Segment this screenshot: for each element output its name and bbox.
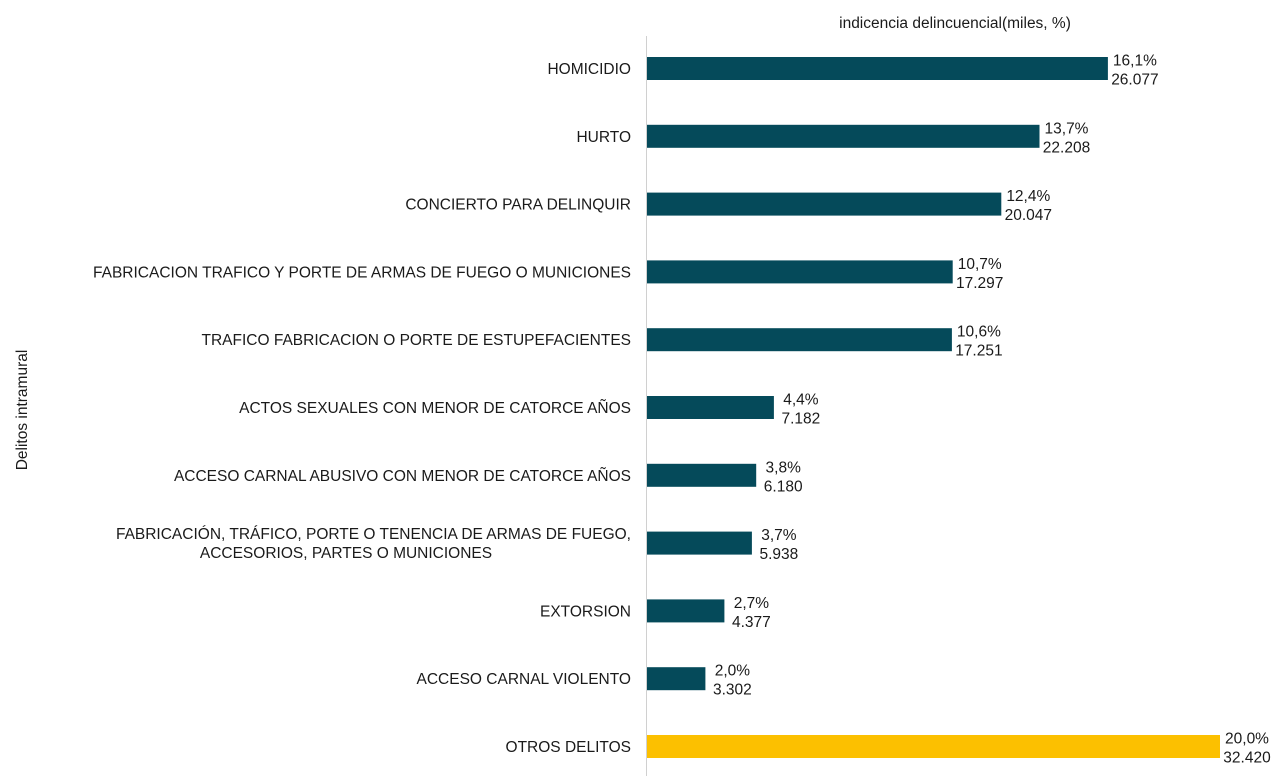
value-label: 17.297 [956, 275, 1003, 292]
value-label: 22.208 [1043, 139, 1090, 156]
category-label-line: ACCESO CARNAL VIOLENTO [417, 671, 631, 688]
percent-label: 10,6% [957, 324, 1001, 341]
category-label-line: FABRICACIÓN, TRÁFICO, PORTE O TENENCIA D… [116, 526, 631, 543]
category-labels: HOMICIDIO HURTO CONCIERTO PARA DELINQUIR FA… [93, 61, 631, 756]
percent-label: 2,7% [734, 595, 770, 612]
category-label-line: TRAFICO FABRICACION O PORTE DE ESTUPEFAC… [202, 332, 631, 349]
value-label: 5.938 [760, 546, 799, 563]
value-label: 6.180 [764, 478, 803, 495]
category-label-line: CONCIERTO PARA DELINQUIR [405, 197, 631, 214]
value-label: 32.420 [1223, 750, 1271, 767]
category-label: OTROS DELITOS [506, 739, 631, 756]
bar [647, 599, 725, 623]
category-label: HOMICIDIO [547, 61, 631, 78]
category-label: ACTOS SEXUALES CON MENOR DE CATORCE AÑOS [239, 400, 631, 417]
category-label-line: ACTOS SEXUALES CON MENOR DE CATORCE AÑOS [239, 400, 631, 417]
category-label-line: FABRICACION TRAFICO Y PORTE DE ARMAS DE … [93, 264, 631, 281]
chart-title: indicencia delincuencial(miles, %) [839, 15, 1071, 32]
bar [647, 124, 1040, 148]
bar [647, 463, 757, 487]
value-label: 7.182 [782, 411, 821, 428]
category-label: FABRICACION TRAFICO Y PORTE DE ARMAS DE … [93, 264, 631, 281]
bar [647, 328, 952, 352]
category-label: CONCIERTO PARA DELINQUIR [405, 197, 631, 214]
percent-label: 13,7% [1045, 120, 1089, 137]
percent-label: 2,0% [715, 663, 751, 680]
bar [647, 192, 1002, 216]
bar [647, 260, 953, 284]
value-label: 17.251 [955, 343, 1002, 360]
bar [647, 396, 774, 419]
y-axis-title: Delitos intramural [14, 350, 31, 471]
percent-label: 20,0% [1225, 731, 1269, 748]
category-label: ACCESO CARNAL ABUSIVO CON MENOR DE CATOR… [174, 468, 631, 485]
category-label-line: ACCESO CARNAL ABUSIVO CON MENOR DE CATOR… [174, 468, 631, 485]
bars-group [647, 57, 1220, 758]
category-label-line: HURTO [576, 129, 631, 146]
data-labels: 16,1% 26.077 13,7% 22.208 12,4% 20.047 10,7% 17… [713, 53, 1271, 767]
bar [647, 667, 706, 691]
category-label-line: EXTORSION [540, 603, 631, 620]
category-label-line: OTROS DELITOS [506, 739, 631, 756]
percent-label: 4,4% [783, 392, 819, 409]
value-label: 20.047 [1005, 207, 1052, 224]
percent-label: 3,7% [761, 527, 797, 544]
category-label: TRAFICO FABRICACION O PORTE DE ESTUPEFAC… [202, 332, 631, 349]
percent-label: 10,7% [958, 256, 1002, 273]
percent-label: 12,4% [1006, 188, 1050, 205]
category-label-line: ACCESORIOS, PARTES O MUNICIONES [200, 545, 492, 562]
category-label: EXTORSION [540, 603, 631, 620]
category-label-line: HOMICIDIO [547, 61, 631, 78]
bar [647, 531, 752, 555]
value-label: 4.377 [732, 614, 771, 631]
bar [647, 57, 1108, 80]
category-label: FABRICACIÓN, TRÁFICO, PORTE O TENENCIA D… [116, 526, 631, 562]
value-label: 3.302 [713, 682, 752, 699]
value-label: 26.077 [1111, 72, 1158, 89]
category-label: ACCESO CARNAL VIOLENTO [417, 671, 631, 688]
category-label: HURTO [576, 129, 631, 146]
percent-label: 16,1% [1113, 53, 1157, 70]
bar [647, 735, 1220, 758]
percent-label: 3,8% [766, 459, 802, 476]
